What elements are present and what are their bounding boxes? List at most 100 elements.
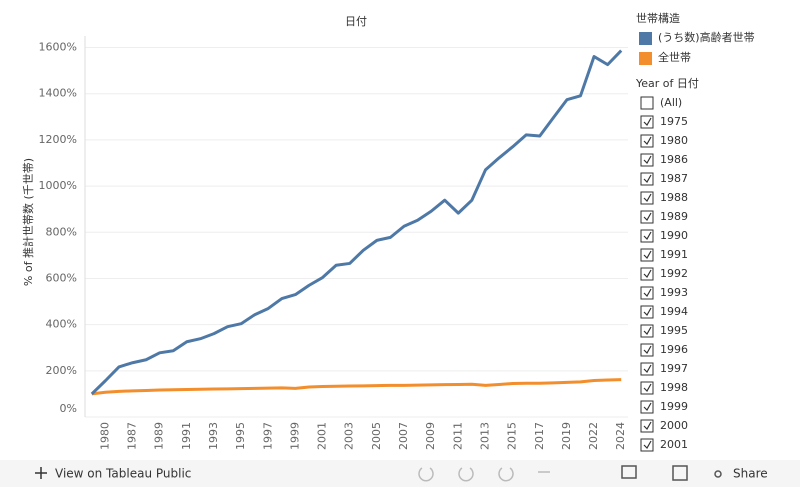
filter-checkbox[interactable] (640, 305, 654, 319)
check-mark (643, 383, 652, 392)
x-tick-label: 1995 (234, 422, 247, 450)
y-tick-label: 400% (46, 318, 77, 331)
filter-checkbox[interactable] (640, 210, 654, 224)
x-tick-label: 2007 (397, 422, 410, 450)
check-mark (643, 136, 652, 145)
filter-label: 1975 (660, 115, 688, 128)
filter-checkbox[interactable] (640, 191, 654, 205)
check-mark (643, 421, 652, 430)
x-tick-label: 2015 (506, 422, 519, 450)
filter-label: 1990 (660, 229, 688, 242)
x-tick-label: 2024 (614, 422, 627, 450)
filter-title: Year of 日付 (635, 77, 699, 90)
legend-title: 世帯構造 (636, 11, 680, 25)
filter-checkbox[interactable] (640, 172, 654, 186)
share-button[interactable]: Share (733, 467, 768, 481)
x-tick-label: 1997 (261, 422, 274, 450)
check-mark (643, 174, 652, 183)
x-tick-label: 2005 (370, 422, 383, 450)
filter-label: 1996 (660, 343, 688, 356)
tableau-icon (35, 467, 47, 479)
filter-checkbox[interactable] (640, 267, 654, 281)
fullscreen-icon[interactable] (672, 465, 688, 481)
filter-checkbox[interactable] (640, 248, 654, 262)
x-tick-label: 2001 (316, 422, 329, 450)
y-tick-label: 600% (46, 271, 77, 284)
filter-label: 1998 (660, 381, 688, 394)
check-mark (643, 288, 652, 297)
filter-checkbox[interactable] (640, 96, 654, 110)
check-mark (643, 117, 652, 126)
filter-label: 1997 (660, 362, 688, 375)
filter-label: 1995 (660, 324, 688, 337)
filter-label: 1989 (660, 210, 688, 223)
legend-swatch (639, 32, 652, 45)
x-tick-label: 1991 (180, 422, 193, 450)
filter-checkbox[interactable] (640, 438, 654, 452)
check-mark (643, 155, 652, 164)
x-tick-label: 1987 (126, 422, 139, 450)
filter-label: 1988 (660, 191, 688, 204)
filter-checkbox[interactable] (640, 134, 654, 148)
x-tick-label: 1980 (98, 422, 111, 450)
check-mark (643, 326, 652, 335)
x-tick-label: 2009 (424, 422, 437, 450)
filter-label: 2000 (660, 419, 688, 432)
filter-label: 1992 (660, 267, 688, 280)
x-tick-label: 2019 (560, 422, 573, 450)
y-tick-label: 1400% (39, 87, 77, 100)
x-tick-label: 2003 (343, 422, 356, 450)
x-tick-label: 2022 (587, 422, 600, 450)
y-tick-label: 800% (46, 225, 77, 238)
toolbar (0, 460, 800, 487)
check-mark (643, 345, 652, 354)
y-tick-label: 0% (60, 402, 77, 415)
x-tick-label: 1993 (207, 422, 220, 450)
check-mark (643, 212, 652, 221)
filter-label: (All) (660, 96, 682, 109)
check-mark (643, 364, 652, 373)
filter-checkbox[interactable] (640, 400, 654, 414)
filter-checkbox[interactable] (640, 286, 654, 300)
x-tick-label: 2013 (478, 422, 491, 450)
filter-label: 1994 (660, 305, 688, 318)
y-axis-label: % of 推計世帯数 (千世帯) (21, 158, 35, 286)
check-mark (643, 250, 652, 259)
filter-label: 1993 (660, 286, 688, 299)
filter-checkbox[interactable] (640, 115, 654, 129)
legend-label: 全世帯 (658, 50, 691, 64)
x-tick-label: 1989 (153, 422, 166, 450)
check-mark (643, 440, 652, 449)
legend-label: (うち数)高齢者世帯 (658, 30, 755, 44)
check-mark (643, 193, 652, 202)
y-tick-label: 1600% (39, 41, 77, 54)
x-tick-label: 1999 (288, 422, 301, 450)
check-mark (643, 402, 652, 411)
filter-checkbox[interactable] (640, 381, 654, 395)
y-tick-label: 1000% (39, 179, 77, 192)
filter-label: 1986 (660, 153, 688, 166)
y-tick-label: 1200% (39, 133, 77, 146)
filter-label: 1987 (660, 172, 688, 185)
view-link[interactable]: View on Tableau Public (55, 467, 191, 481)
download-icon[interactable] (621, 465, 637, 479)
filter-checkbox[interactable] (640, 324, 654, 338)
x-tick-label: 2011 (451, 422, 464, 450)
filter-checkbox[interactable] (640, 419, 654, 433)
filter-checkbox[interactable] (640, 229, 654, 243)
filter-checkbox[interactable] (640, 362, 654, 376)
filter-label: 1991 (660, 248, 688, 261)
check-mark (643, 269, 652, 278)
chart-title: 日付 (345, 15, 367, 28)
filter-label: 2001 (660, 438, 688, 451)
toolbar-icons (418, 465, 722, 482)
filter-checkbox[interactable] (640, 153, 654, 167)
check-mark (643, 307, 652, 316)
check-mark (643, 231, 652, 240)
y-tick-label: 200% (46, 364, 77, 377)
series-line (90, 49, 623, 395)
filter-label: 1980 (660, 134, 688, 147)
filter-checkbox[interactable] (640, 343, 654, 357)
filter-label: 1999 (660, 400, 688, 413)
